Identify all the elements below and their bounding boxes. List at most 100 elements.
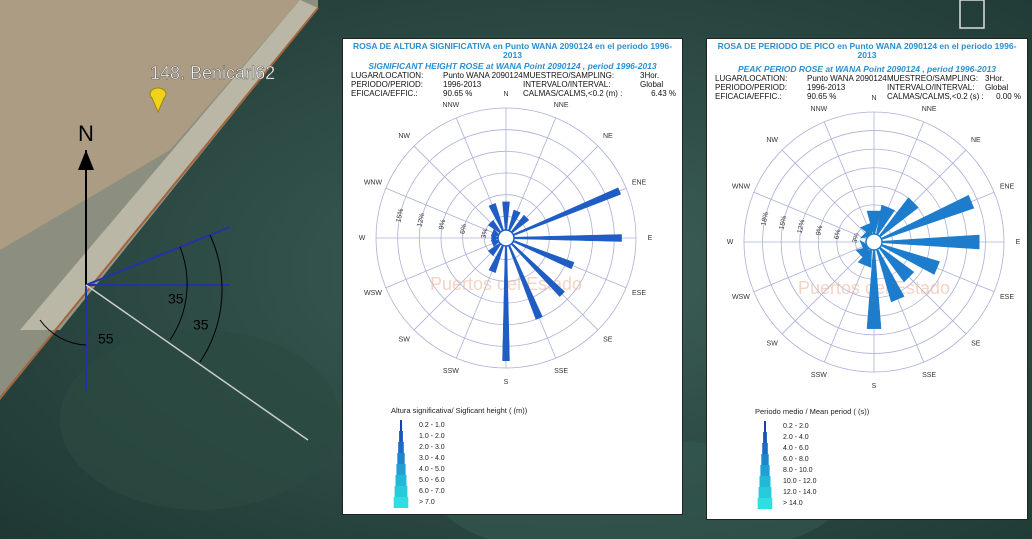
pin	[149, 87, 167, 114]
direction-label: N	[871, 95, 876, 102]
direction-label: SSE	[554, 368, 568, 375]
north-arrow-head	[78, 150, 94, 170]
info-cell: 90.65 %	[807, 92, 837, 101]
spoke	[823, 121, 875, 243]
spoke	[753, 241, 875, 293]
direction-label: N	[503, 91, 508, 98]
info-cell: 1996-2013	[807, 83, 846, 92]
angle-label: 35	[168, 291, 184, 307]
direction-label: NE	[971, 137, 981, 144]
info-cell: 3Hor.	[985, 74, 1005, 83]
angle-label: 55	[98, 331, 114, 347]
direction-label: NW	[398, 133, 410, 140]
legend-title: Periodo medio / Mean period ( (s))	[755, 407, 870, 416]
info-cell: 3Hor.	[640, 71, 660, 80]
direction-label: SE	[971, 341, 981, 348]
legend-label: 3.0 - 4.0	[419, 455, 445, 462]
north-label: N	[78, 121, 94, 146]
ring-label: 9%	[815, 225, 824, 236]
direction-label: E	[648, 235, 653, 242]
direction-label: NNW	[811, 106, 828, 113]
rose-panel: 3% 6% 9% 12% 15% 18% N NNE NE ENE E ESE SE SSE S SSW SW W…	[706, 38, 1028, 520]
town	[0, 0, 300, 250]
legend-label: 6.0 - 8.0	[783, 456, 809, 463]
direction-label: W	[359, 235, 366, 242]
spoke	[385, 187, 507, 239]
info-cell: Punto WANA 2090124	[443, 71, 523, 80]
calm-circle	[497, 229, 515, 247]
direction-label: ENE	[1000, 184, 1015, 191]
rose-petal	[502, 201, 510, 231]
direction-label: S	[504, 379, 509, 386]
direction-label: SSE	[922, 372, 936, 379]
legend-swatch	[394, 486, 408, 497]
direction-label: WSW	[732, 294, 750, 301]
info-cell: 6.43 %	[651, 89, 676, 98]
info-cell: LUGAR/LOCATION:	[715, 74, 788, 83]
direction-label: WNW	[364, 180, 383, 187]
ring-label: 6%	[834, 229, 843, 240]
direction-label: ENE	[632, 180, 647, 187]
direction-label: W	[727, 239, 734, 246]
info-cell: 1996-2013	[443, 80, 482, 89]
legend-swatch	[398, 442, 404, 453]
legend-label: 5.0 - 6.0	[419, 477, 445, 484]
direction-label: SE	[603, 337, 613, 344]
direction-label: ESE	[632, 290, 646, 297]
info-cell: EFICACIA/EFFIC.:	[715, 92, 782, 101]
direction-label: NNW	[443, 102, 460, 109]
direction-line	[85, 226, 231, 286]
legend-swatch	[763, 432, 767, 443]
info-cell: LUGAR/LOCATION:	[351, 71, 424, 80]
ring-label: 15%	[395, 208, 405, 223]
info-cell: INTERVALO/INTERVAL:	[887, 83, 975, 92]
ring-label: 3%	[852, 233, 861, 244]
direction-label: WNW	[732, 184, 751, 191]
info-cell: Global	[640, 80, 664, 89]
legend-label: 1.0 - 2.0	[419, 433, 445, 440]
info-cell: MUESTREO/SAMPLING:	[523, 71, 615, 80]
direction-label: NNE	[554, 102, 569, 109]
ring-label: 15%	[779, 215, 789, 230]
spoke	[385, 237, 507, 289]
legend-swatch	[395, 475, 407, 486]
info-cell: 0.00 %	[996, 92, 1021, 101]
direction-label: SW	[399, 337, 411, 344]
legend-swatch	[761, 454, 769, 465]
legend-label: 0.2 - 1.0	[419, 422, 445, 429]
info-cell: 90.65 %	[443, 89, 473, 98]
place-label: 148. Benicarl62	[150, 63, 275, 83]
info-cell: EFICACIA/EFFIC.:	[351, 89, 418, 98]
spoke	[781, 241, 875, 335]
info-cell: Global	[985, 83, 1009, 92]
legend-swatch	[396, 464, 406, 475]
normal-line	[85, 284, 309, 441]
direction-label: SSW	[443, 368, 459, 375]
direction-label: NE	[603, 133, 613, 140]
angle-arc	[169, 246, 188, 341]
legend-swatch	[758, 487, 772, 498]
direction-label: E	[1016, 239, 1021, 246]
beach	[20, 0, 318, 330]
legend-label: 4.0 - 6.0	[783, 445, 809, 452]
info-table: LUGAR/LOCATION: Punto WANA 2090124 MUESTRE…	[715, 74, 1021, 101]
info-cell: INTERVALO/INTERVAL:	[523, 80, 611, 89]
rose-chart: 3% 6% 9% 12% 15% N NNE NE ENE E ESE SE SSE S SSW SW WSW W…	[359, 91, 653, 508]
rose-chart: 3% 6% 9% 12% 15% 18% N NNE NE ENE E ESE SE SSE S SSW SW W…	[727, 95, 1021, 509]
legend-label: 2.0 - 4.0	[783, 434, 809, 441]
legend-label: 12.0 - 14.0	[783, 489, 817, 496]
ring-label: 18%	[760, 211, 770, 226]
legend-label: 10.0 - 12.0	[783, 478, 817, 485]
direction-label: NNE	[922, 106, 937, 113]
rose-title: ROSA DE ALTURA SIGNIFICATIVA en Punto WA…	[352, 41, 673, 60]
rose-subtitle: SIGNIFICANT HEIGHT ROSE at WANA Point 20…	[368, 61, 657, 71]
rose-petal	[502, 245, 510, 362]
legend-swatch	[397, 453, 405, 464]
legend-label: > 14.0	[783, 500, 803, 507]
legend-label: 4.0 - 5.0	[419, 466, 445, 473]
rose-subtitle: PEAK PERIOD ROSE at WANA Point 2090124 ,…	[737, 64, 997, 74]
legend-label: 8.0 - 10.0	[783, 467, 813, 474]
legend-swatch	[400, 420, 402, 431]
ring-label: 3%	[481, 228, 490, 239]
rose-petal	[512, 187, 622, 236]
